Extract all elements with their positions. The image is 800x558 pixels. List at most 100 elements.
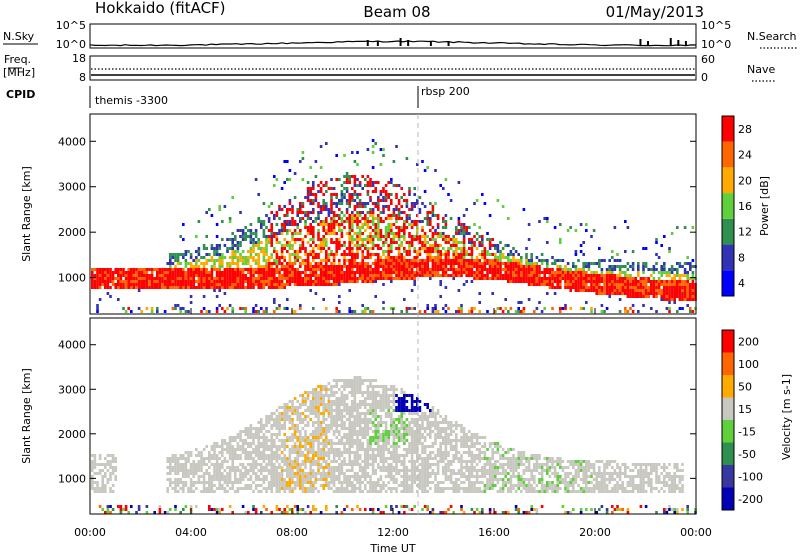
power-cell [231, 262, 234, 265]
power-cell [322, 220, 325, 223]
power-cell [361, 265, 364, 268]
velocity-cell [309, 400, 312, 403]
power-cell [174, 256, 177, 259]
velocity-cell [330, 412, 333, 415]
velocity-cell [296, 430, 299, 433]
power-cell [562, 271, 565, 274]
power-cell [658, 271, 661, 274]
power-cell [281, 247, 284, 250]
power-cell [294, 196, 297, 199]
power-cell [172, 253, 175, 256]
velocity-cell [101, 469, 104, 472]
power-cell [286, 274, 289, 277]
power-cell [434, 214, 437, 217]
power-cell [432, 214, 435, 217]
velocity-cell [221, 439, 224, 442]
power-cell [424, 262, 427, 265]
power-cell [484, 259, 487, 262]
velocity-cell [218, 451, 221, 454]
velocity-cell [94, 460, 97, 463]
velocity-cell [205, 463, 208, 466]
power-cell [421, 220, 424, 223]
velocity-cell [91, 463, 94, 466]
power-cell [135, 283, 138, 286]
velocity-cell [174, 487, 177, 490]
power-cell [421, 271, 424, 274]
velocity-cell [273, 451, 276, 454]
power-cell [286, 298, 289, 301]
velocity-cell [341, 394, 344, 397]
velocity-cell [348, 424, 351, 427]
power-cell [299, 271, 302, 274]
velocity-cell [226, 445, 229, 448]
power-cell [117, 268, 120, 271]
power-cell [429, 223, 432, 226]
power-cell [354, 271, 357, 274]
power-cell [234, 286, 237, 289]
power-cell [637, 295, 640, 298]
power-cell [403, 223, 406, 226]
velocity-cell [296, 454, 299, 457]
power-cell [614, 226, 617, 229]
velocity-cell [166, 460, 169, 463]
power-cell [312, 181, 315, 184]
power-cell [231, 277, 234, 280]
power-cell [338, 295, 341, 298]
power-cell [642, 268, 645, 271]
power-cell [398, 268, 401, 271]
power-cell [364, 223, 367, 226]
power-cell [413, 283, 416, 286]
power-cell [270, 244, 273, 247]
power-cell [569, 280, 572, 283]
power-cell [281, 250, 284, 253]
power-cell [263, 283, 266, 286]
power-cell [130, 286, 133, 289]
power-cell [510, 271, 513, 274]
power-cell [624, 274, 627, 277]
power-cell [647, 268, 650, 271]
velocity-cell [260, 436, 263, 439]
velocity-cell [229, 457, 232, 460]
power-cell [159, 283, 162, 286]
velocity-cell [348, 415, 351, 418]
velocity-cell [229, 436, 232, 439]
power-cell [156, 268, 159, 271]
velocity-cell [244, 451, 247, 454]
velocity-cell [299, 394, 302, 397]
velocity-cell [226, 484, 229, 487]
power-cell [385, 193, 388, 196]
power-cell [338, 280, 341, 283]
power-cell [424, 268, 427, 271]
velocity-cell [250, 487, 253, 490]
power-cell [629, 286, 632, 289]
velocity-cell [109, 478, 112, 481]
power-cell [341, 268, 344, 271]
power-cell [528, 238, 531, 241]
power-cell [234, 274, 237, 277]
power-cell [278, 208, 281, 211]
power-cell [294, 274, 297, 277]
power-cell [133, 271, 136, 274]
power-cell [380, 229, 383, 232]
velocity-cell [281, 457, 284, 460]
power-cell [156, 286, 159, 289]
power-cell [437, 235, 440, 238]
power-cell [380, 277, 383, 280]
power-cell [348, 226, 351, 229]
power-cell [523, 280, 526, 283]
velocity-cell [299, 475, 302, 478]
velocity-cell [356, 418, 359, 421]
power-cell [296, 271, 299, 274]
power-cell [627, 268, 630, 271]
velocity-cell [351, 379, 354, 382]
velocity-cell [250, 466, 253, 469]
power-cell [642, 304, 645, 307]
velocity-cell [309, 481, 312, 484]
power-cell [666, 298, 669, 301]
velocity-cell [328, 457, 331, 460]
power-cell [517, 268, 520, 271]
power-cell [203, 262, 206, 265]
power-cell [559, 283, 562, 286]
velocity-cell [250, 427, 253, 430]
velocity-cell [263, 451, 266, 454]
